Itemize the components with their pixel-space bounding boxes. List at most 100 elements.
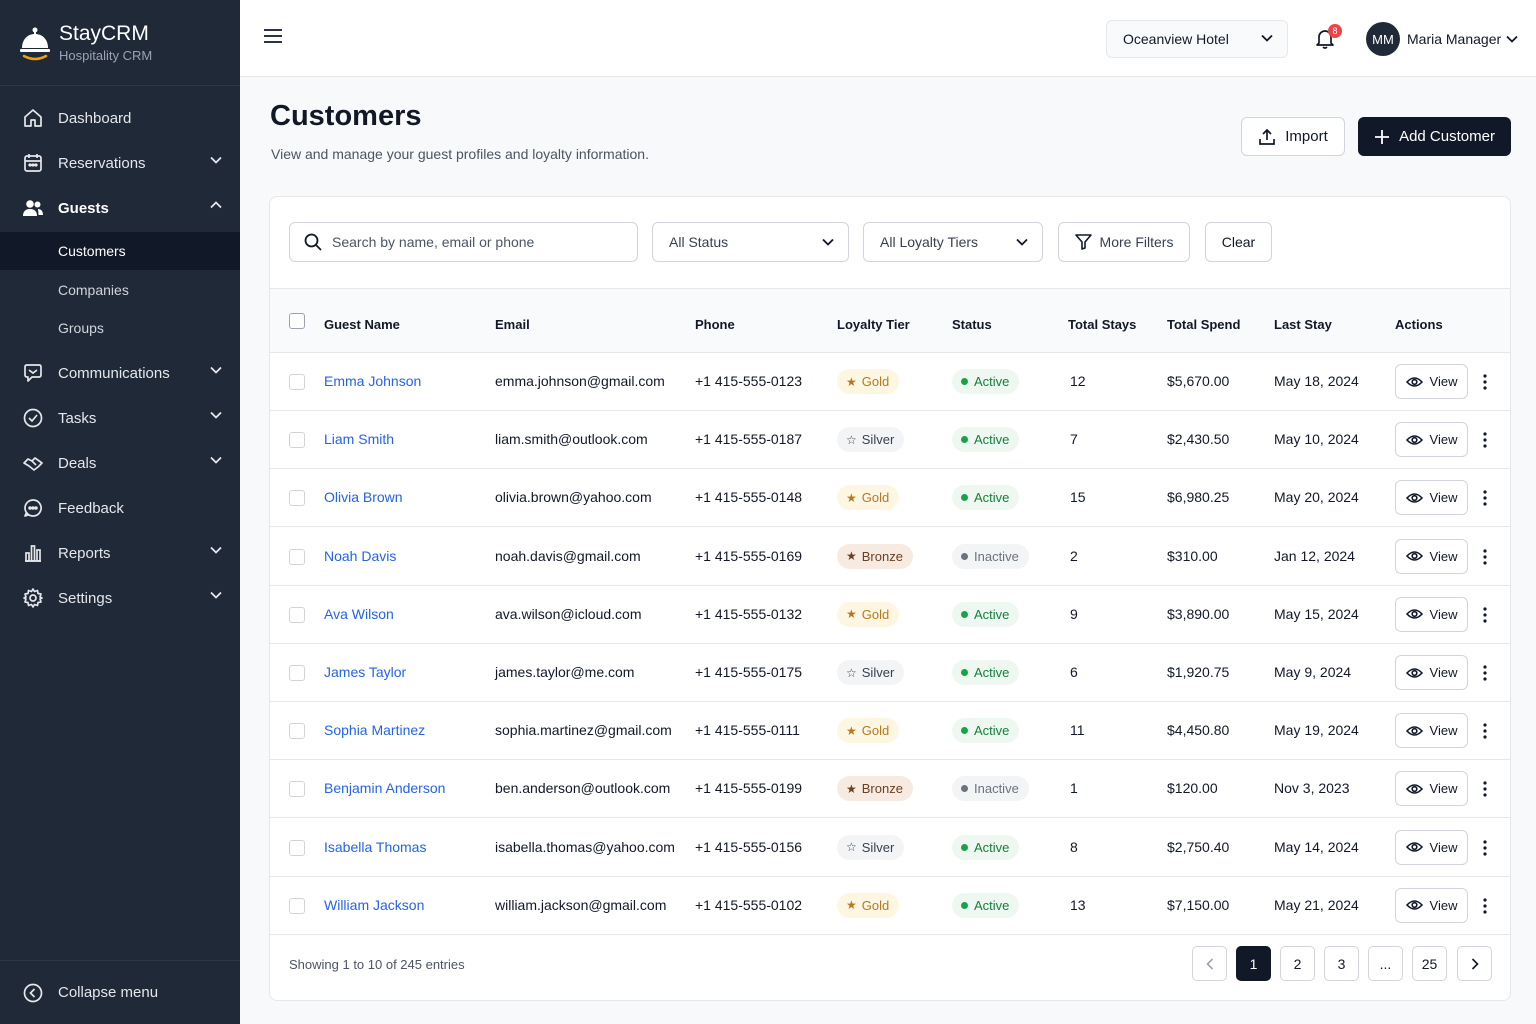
- row-actions-menu[interactable]: [1478, 663, 1492, 683]
- hotel-selector[interactable]: Oceanview Hotel: [1106, 20, 1288, 58]
- sidebar-subitem-companies[interactable]: Companies: [0, 271, 240, 309]
- row-checkbox[interactable]: [289, 665, 305, 681]
- sidebar-item-deals[interactable]: Deals: [0, 443, 240, 483]
- sidebar-item-reservations[interactable]: Reservations: [0, 143, 240, 183]
- status-badge: Active: [952, 892, 1020, 918]
- sidebar-item-reports[interactable]: Reports: [0, 533, 240, 573]
- guest-name-link[interactable]: Emma Johnson: [324, 373, 422, 389]
- guest-name-link[interactable]: Ava Wilson: [324, 605, 394, 622]
- view-button[interactable]: View: [1395, 596, 1468, 632]
- view-button[interactable]: View: [1395, 887, 1468, 923]
- guest-name-link[interactable]: Olivia Brown: [324, 489, 403, 506]
- row-checkbox[interactable]: [289, 723, 305, 740]
- table-row: Noah Davis noah.davis@gmail.com +1 415-555…: [270, 528, 1510, 586]
- sidebar-subitem-groups[interactable]: Groups: [0, 309, 240, 347]
- view-label: View: [1429, 781, 1458, 797]
- eye-icon: [1405, 725, 1423, 736]
- column-header-last-stay[interactable]: Last Stay: [1274, 317, 1332, 332]
- view-button[interactable]: View: [1395, 771, 1468, 807]
- sidebar-item-communications[interactable]: Communications: [0, 353, 240, 393]
- sidebar-item-label: Reports: [58, 544, 111, 562]
- guest-name-link[interactable]: Benjamin Anderson: [324, 780, 446, 797]
- total-spend: $310.00: [1167, 547, 1218, 564]
- search-field[interactable]: [289, 222, 638, 262]
- pagination-page-button[interactable]: 1: [1236, 946, 1271, 981]
- collapse-menu-button[interactable]: Collapse menu: [0, 960, 240, 1024]
- column-header-status[interactable]: Status: [952, 317, 992, 332]
- row-checkbox[interactable]: [289, 374, 305, 390]
- row-actions-menu[interactable]: [1478, 721, 1492, 741]
- row-actions-menu[interactable]: [1478, 488, 1492, 508]
- pagination-page-button[interactable]: 25: [1412, 946, 1447, 981]
- column-header-guest-name[interactable]: Guest Name: [324, 317, 400, 332]
- view-button[interactable]: View: [1395, 538, 1468, 574]
- row-actions-menu[interactable]: [1478, 838, 1492, 858]
- pagination-page-button[interactable]: 2: [1280, 946, 1315, 981]
- view-button[interactable]: View: [1395, 480, 1468, 516]
- chevron-right-icon: [1471, 957, 1479, 970]
- add-customer-button[interactable]: Add Customer: [1358, 117, 1511, 156]
- total-spend: $7,150.00: [1167, 896, 1230, 913]
- notification-bell-icon[interactable]: [1314, 27, 1336, 49]
- row-checkbox[interactable]: [289, 432, 305, 449]
- pagination-page-button[interactable]: 3: [1324, 946, 1359, 981]
- loyalty-tier-badge: ★ Gold: [837, 485, 900, 511]
- clear-filters-button[interactable]: Clear: [1205, 222, 1272, 262]
- view-button[interactable]: View: [1395, 713, 1468, 749]
- row-checkbox[interactable]: [289, 606, 305, 623]
- total-stays: 15: [1070, 489, 1086, 506]
- avatar[interactable]: MM: [1366, 22, 1400, 56]
- row-actions-menu[interactable]: [1478, 547, 1492, 567]
- row-checkbox[interactable]: [289, 781, 305, 798]
- guest-name-link[interactable]: Liam Smith: [324, 431, 395, 448]
- search-input[interactable]: [332, 234, 622, 250]
- view-button[interactable]: View: [1395, 364, 1468, 399]
- guest-name-link[interactable]: James Taylor: [324, 664, 407, 680]
- row-actions-menu[interactable]: [1478, 605, 1492, 625]
- row-checkbox[interactable]: [289, 490, 305, 507]
- column-header-loyalty-tier[interactable]: Loyalty Tier: [837, 317, 910, 332]
- row-actions-menu[interactable]: [1478, 430, 1492, 450]
- sidebar-item-dashboard[interactable]: Dashboard: [0, 98, 240, 138]
- row-actions-menu[interactable]: [1478, 896, 1492, 916]
- row-actions-menu[interactable]: [1478, 779, 1492, 799]
- chevron-down-icon[interactable]: [1506, 35, 1518, 43]
- hamburger-menu-icon[interactable]: [264, 29, 282, 43]
- row-actions-menu[interactable]: [1478, 372, 1492, 392]
- view-button[interactable]: View: [1395, 829, 1468, 865]
- sidebar-item-feedback[interactable]: Feedback: [0, 488, 240, 528]
- guest-name-link[interactable]: Sophia Martinez: [324, 722, 426, 739]
- brand[interactable]: StayCRM Hospitality CRM: [0, 0, 240, 86]
- view-label: View: [1429, 548, 1458, 564]
- sidebar-item-tasks[interactable]: Tasks: [0, 398, 240, 438]
- row-checkbox[interactable]: [289, 839, 305, 856]
- select-all-checkbox[interactable]: [289, 313, 305, 329]
- column-header-phone[interactable]: Phone: [695, 317, 735, 332]
- column-header-total-stays[interactable]: Total Stays: [1068, 317, 1137, 332]
- guest-name-link[interactable]: Noah Davis: [324, 547, 397, 564]
- import-button[interactable]: Import: [1241, 117, 1345, 156]
- sidebar-subitem-customers[interactable]: Customers: [0, 232, 240, 270]
- more-filters-button[interactable]: More Filters: [1058, 222, 1190, 262]
- view-button[interactable]: View: [1395, 422, 1468, 458]
- status-filter-select[interactable]: All Status: [652, 222, 849, 262]
- row-checkbox[interactable]: [289, 897, 305, 914]
- pagination-prev-button[interactable]: [1192, 946, 1227, 981]
- row-checkbox[interactable]: [289, 548, 305, 565]
- column-header-email[interactable]: Email: [495, 317, 530, 332]
- view-label: View: [1429, 374, 1458, 389]
- column-header-total-spend[interactable]: Total Spend: [1167, 317, 1241, 332]
- view-button[interactable]: View: [1395, 655, 1468, 690]
- sidebar-item-settings[interactable]: Settings: [0, 578, 240, 618]
- eye-icon: [1405, 551, 1423, 561]
- guest-name-link[interactable]: William Jackson: [324, 896, 425, 913]
- bell-logo-icon: [20, 27, 50, 60]
- guest-name-link[interactable]: Isabella Thomas: [324, 838, 427, 855]
- status-badge: Inactive: [952, 543, 1029, 569]
- sidebar-item-guests[interactable]: Guests: [0, 188, 240, 228]
- loyalty-tier-filter-select[interactable]: All Loyalty Tiers: [863, 222, 1043, 262]
- status-badge: Active: [952, 369, 1020, 394]
- user-name[interactable]: Maria Manager: [1407, 31, 1502, 47]
- pagination-next-button[interactable]: [1457, 946, 1492, 981]
- loyalty-tier-badge: ☆ Silver: [837, 834, 905, 860]
